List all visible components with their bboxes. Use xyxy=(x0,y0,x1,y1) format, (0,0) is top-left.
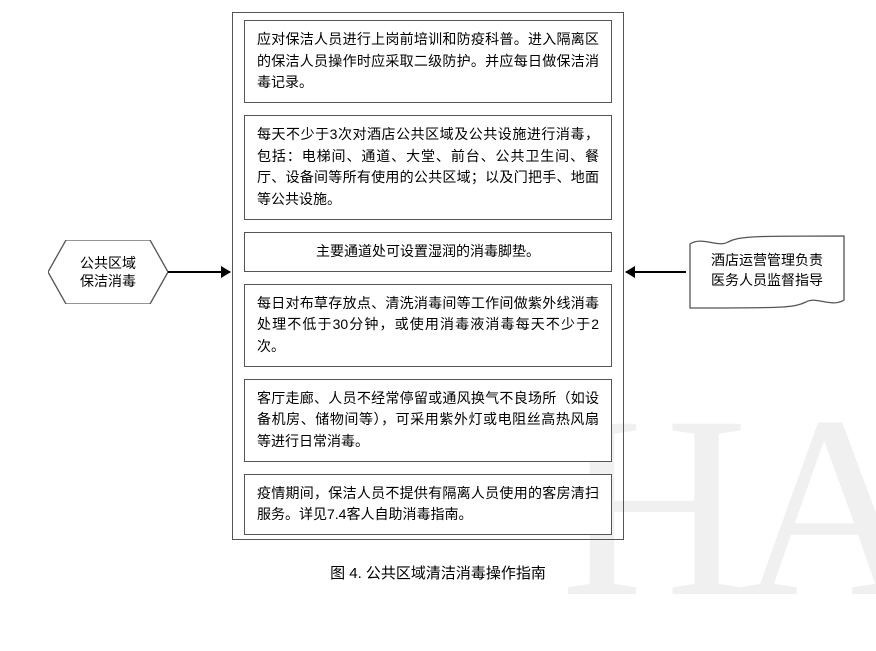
center-items-stack: 应对保洁人员进行上岗前培训和防疫科普。进入隔离区的保洁人员操作时应采取二级防护。… xyxy=(244,12,612,535)
center-item-1: 应对保洁人员进行上岗前培训和防疫科普。进入隔离区的保洁人员操作时应采取二级防护。… xyxy=(244,20,612,103)
left-node-text: 公共区域 保洁消毒 xyxy=(70,254,146,290)
right-node-line1: 酒店运营管理负责 xyxy=(711,252,823,268)
center-item-4: 每日对布草存放点、清洗消毒间等工作间做紫外线消毒处理不低于30分钟，或使用消毒液… xyxy=(244,284,612,367)
left-node-line1: 公共区域 xyxy=(80,255,136,271)
arrow-left-to-center xyxy=(168,271,230,273)
center-item-2: 每天不少于3次对酒店公共区域及公共设施进行消毒，包括：电梯间、通道、大堂、前台、… xyxy=(244,115,612,220)
center-item-5: 客厅走廊、人员不经常停留或通风换气不良场所（如设备机房、储物间等），可采用紫外灯… xyxy=(244,379,612,462)
center-item-3: 主要通道处可设置湿润的消毒脚垫。 xyxy=(244,232,612,272)
right-node-line2: 医务人员监督指导 xyxy=(711,272,823,288)
left-hexagon-node: 公共区域 保洁消毒 xyxy=(48,240,168,304)
flowchart-diagram: HA 公共区域 保洁消毒 应对保洁人员进行上岗前培训和防疫科普。进入隔离区的保洁… xyxy=(0,0,876,617)
center-item-6: 疫情期间，保洁人员不提供有隔离人员使用的客房清扫服务。详见7.4客人自助消毒指南… xyxy=(244,474,612,535)
right-document-node: 酒店运营管理负责 医务人员监督指导 xyxy=(688,234,846,310)
arrow-right-to-center xyxy=(626,271,686,273)
right-node-text: 酒店运营管理负责 医务人员监督指导 xyxy=(700,250,834,291)
left-node-line2: 保洁消毒 xyxy=(80,273,136,289)
figure-caption: 图 4. 公共区域清洁消毒操作指南 xyxy=(0,562,876,583)
